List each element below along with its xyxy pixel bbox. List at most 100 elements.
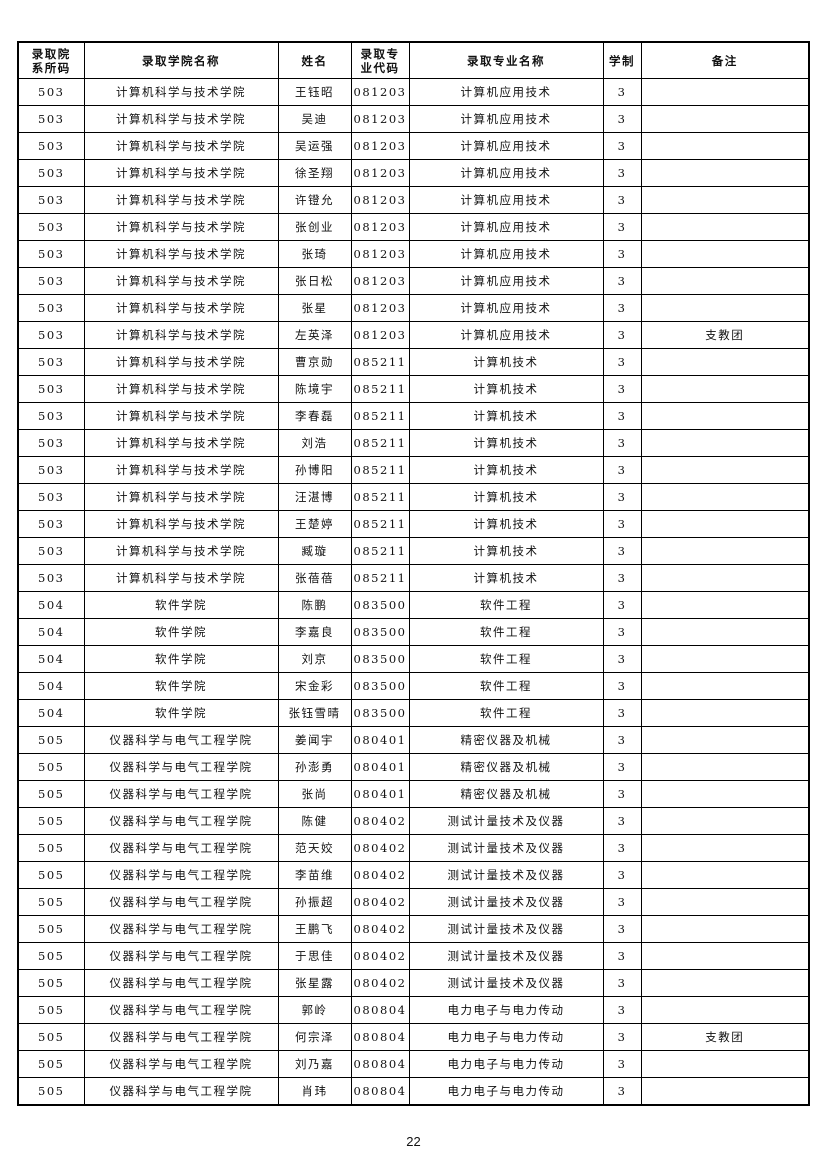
cell-dept-code: 504 (17, 591, 85, 619)
cell-major-code: 083500 (350, 618, 410, 646)
cell-name: 陈健 (277, 807, 352, 835)
cell-dept-code: 503 (17, 402, 85, 430)
header-years: 学制 (602, 41, 642, 79)
cell-years: 3 (602, 321, 642, 349)
cell-years: 3 (602, 672, 642, 700)
cell-college: 计算机科学与技术学院 (83, 159, 279, 187)
cell-years: 3 (602, 564, 642, 592)
cell-major-code: 080804 (350, 996, 410, 1024)
cell-years: 3 (602, 591, 642, 619)
cell-note (640, 132, 810, 160)
cell-name: 张星 (277, 294, 352, 322)
cell-years: 3 (602, 429, 642, 457)
cell-dept-code: 505 (17, 780, 85, 808)
cell-dept-code: 505 (17, 969, 85, 997)
cell-note: 支教团 (640, 1023, 810, 1051)
cell-name: 张创业 (277, 213, 352, 241)
cell-years: 3 (602, 105, 642, 133)
cell-name: 宋金彩 (277, 672, 352, 700)
cell-major-code: 085211 (350, 510, 410, 538)
cell-major: 计算机应用技术 (408, 240, 604, 268)
cell-major-code: 081203 (350, 294, 410, 322)
cell-years: 3 (602, 1077, 642, 1106)
table-row: 503 计算机科学与技术学院 许镫允 081203 计算机应用技术 3 (17, 186, 810, 214)
cell-years: 3 (602, 78, 642, 106)
cell-college: 仪器科学与电气工程学院 (83, 780, 279, 808)
table-row: 504 软件学院 陈鹏 083500 软件工程 3 (17, 591, 810, 619)
cell-dept-code: 505 (17, 726, 85, 754)
table-row: 503 计算机科学与技术学院 徐圣翔 081203 计算机应用技术 3 (17, 159, 810, 187)
cell-years: 3 (602, 780, 642, 808)
cell-major: 计算机技术 (408, 375, 604, 403)
cell-note (640, 753, 810, 781)
cell-major: 计算机技术 (408, 402, 604, 430)
cell-major: 软件工程 (408, 672, 604, 700)
cell-major-code: 083500 (350, 645, 410, 673)
cell-note (640, 618, 810, 646)
table-row: 505 仪器科学与电气工程学院 孙澎勇 080401 精密仪器及机械 3 (17, 753, 810, 781)
table-row: 503 计算机科学与技术学院 张日松 081203 计算机应用技术 3 (17, 267, 810, 295)
cell-major: 计算机应用技术 (408, 267, 604, 295)
cell-major-code: 083500 (350, 699, 410, 727)
table-row: 503 计算机科学与技术学院 汪湛博 085211 计算机技术 3 (17, 483, 810, 511)
cell-major: 计算机技术 (408, 510, 604, 538)
table-row: 503 计算机科学与技术学院 张琦 081203 计算机应用技术 3 (17, 240, 810, 268)
cell-major-code: 085211 (350, 456, 410, 484)
cell-major: 精密仪器及机械 (408, 726, 604, 754)
cell-years: 3 (602, 213, 642, 241)
cell-major-code: 085211 (350, 375, 410, 403)
cell-dept-code: 505 (17, 1023, 85, 1051)
cell-college: 计算机科学与技术学院 (83, 78, 279, 106)
table-row: 503 计算机科学与技术学院 孙博阳 085211 计算机技术 3 (17, 456, 810, 484)
cell-college: 仪器科学与电气工程学院 (83, 726, 279, 754)
cell-major-code: 080402 (350, 861, 410, 889)
cell-note (640, 213, 810, 241)
cell-dept-code: 503 (17, 240, 85, 268)
cell-college: 软件学院 (83, 645, 279, 673)
cell-college: 计算机科学与技术学院 (83, 429, 279, 457)
table-row: 505 仪器科学与电气工程学院 郭岭 080804 电力电子与电力传动 3 (17, 996, 810, 1024)
cell-college: 计算机科学与技术学院 (83, 510, 279, 538)
header-row: 录取院 系所码 录取学院名称 姓名 录取专 业代码 录取专业名称 学制 备注 (17, 41, 810, 79)
cell-dept-code: 505 (17, 996, 85, 1024)
cell-college: 计算机科学与技术学院 (83, 402, 279, 430)
cell-major-code: 080402 (350, 969, 410, 997)
cell-years: 3 (602, 1023, 642, 1051)
cell-name: 陈境宇 (277, 375, 352, 403)
cell-note (640, 267, 810, 295)
cell-dept-code: 503 (17, 375, 85, 403)
cell-note (640, 483, 810, 511)
cell-major: 计算机技术 (408, 564, 604, 592)
cell-dept-code: 503 (17, 510, 85, 538)
cell-major-code: 083500 (350, 672, 410, 700)
cell-note (640, 780, 810, 808)
cell-years: 3 (602, 510, 642, 538)
cell-major: 计算机技术 (408, 537, 604, 565)
cell-dept-code: 503 (17, 348, 85, 376)
cell-note (640, 672, 810, 700)
cell-name: 刘乃嘉 (277, 1050, 352, 1078)
cell-name: 张蓓蓓 (277, 564, 352, 592)
page-number: 22 (406, 1134, 421, 1149)
cell-years: 3 (602, 1050, 642, 1078)
table-row: 505 仪器科学与电气工程学院 范天姣 080402 测试计量技术及仪器 3 (17, 834, 810, 862)
cell-major-code: 080402 (350, 942, 410, 970)
cell-major: 计算机应用技术 (408, 132, 604, 160)
cell-note (640, 240, 810, 268)
cell-years: 3 (602, 375, 642, 403)
table-row: 503 计算机科学与技术学院 左英泽 081203 计算机应用技术 3 支教团 (17, 321, 810, 349)
cell-name: 王楚婷 (277, 510, 352, 538)
cell-major-code: 081203 (350, 159, 410, 187)
cell-major: 计算机应用技术 (408, 105, 604, 133)
cell-dept-code: 503 (17, 78, 85, 106)
table-row: 504 软件学院 刘京 083500 软件工程 3 (17, 645, 810, 673)
cell-dept-code: 503 (17, 267, 85, 295)
cell-major: 测试计量技术及仪器 (408, 915, 604, 943)
cell-college: 计算机科学与技术学院 (83, 240, 279, 268)
cell-name: 曹京勋 (277, 348, 352, 376)
cell-dept-code: 503 (17, 159, 85, 187)
cell-years: 3 (602, 942, 642, 970)
cell-major-code: 080402 (350, 915, 410, 943)
cell-name: 张尚 (277, 780, 352, 808)
cell-major-code: 081203 (350, 213, 410, 241)
